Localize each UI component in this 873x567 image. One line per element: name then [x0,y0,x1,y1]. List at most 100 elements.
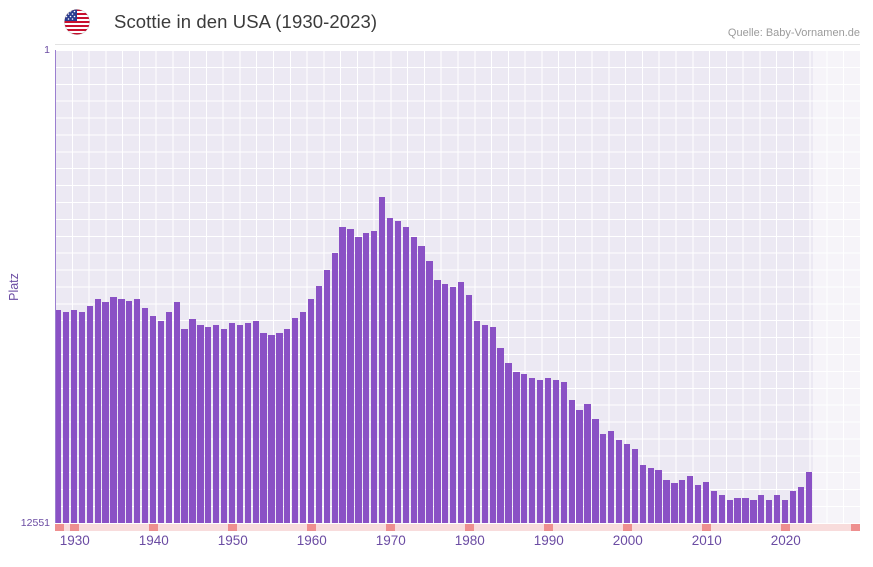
bar[interactable] [671,483,678,523]
bar[interactable] [473,321,481,523]
bar[interactable] [355,236,362,523]
bar[interactable] [710,490,718,523]
bar[interactable] [631,449,639,523]
bar[interactable] [292,317,299,523]
bar[interactable] [173,302,180,523]
bar[interactable] [205,326,212,523]
plot-area [55,50,860,523]
bar[interactable] [299,311,307,523]
bar[interactable] [141,308,149,523]
bar[interactable] [323,270,330,523]
bar[interactable] [465,294,473,523]
bar[interactable] [663,479,670,523]
bar[interactable] [213,325,220,523]
bar[interactable] [805,472,812,523]
bar[interactable] [197,325,204,523]
bar[interactable] [584,404,591,523]
bar[interactable] [647,468,654,523]
bar[interactable] [687,475,694,523]
bar[interactable] [797,487,804,523]
bar[interactable] [315,285,323,523]
bar[interactable] [331,253,338,523]
bar[interactable] [228,323,236,523]
bar[interactable] [489,326,496,523]
bar[interactable] [339,227,346,523]
bar[interactable] [497,347,504,523]
bar[interactable] [402,227,409,523]
bar[interactable] [718,494,725,523]
bar[interactable] [560,381,567,523]
bar[interactable] [513,372,520,523]
x-tick-mark [623,524,633,531]
bar[interactable] [505,362,512,523]
bar[interactable] [758,494,765,523]
bar[interactable] [371,230,378,523]
bar[interactable] [529,377,536,523]
bar[interactable] [252,321,259,523]
bar[interactable] [623,443,631,523]
bar[interactable] [126,300,133,523]
bar[interactable] [726,500,733,523]
bar[interactable] [750,500,757,523]
bar[interactable] [110,296,117,523]
bar[interactable] [442,283,449,523]
bar[interactable] [268,334,275,523]
x-tick-mark [851,524,860,531]
bar[interactable] [386,217,394,523]
bar[interactable] [600,434,607,523]
bar[interactable] [244,323,251,523]
bar[interactable] [544,377,552,523]
bar[interactable] [307,298,315,523]
bar[interactable] [410,236,417,523]
bar[interactable] [363,232,370,523]
bar[interactable] [165,311,172,523]
bar[interactable] [734,498,741,523]
bar[interactable] [552,379,560,523]
bar[interactable] [236,325,244,523]
bar[interactable] [62,311,70,523]
bar[interactable] [284,328,291,523]
bar[interactable] [181,328,188,523]
bar[interactable] [568,400,575,523]
bar[interactable] [118,298,125,523]
bar[interactable] [394,221,402,523]
bar[interactable] [157,321,165,523]
bar[interactable] [70,310,78,523]
bar[interactable] [78,311,86,523]
bar[interactable] [481,325,488,523]
bar[interactable] [276,332,283,523]
bar[interactable] [694,485,702,523]
bar[interactable] [521,374,528,523]
bar[interactable] [260,332,267,523]
bar[interactable] [434,279,441,523]
bar[interactable] [220,328,228,523]
bar[interactable] [149,315,157,523]
bar[interactable] [189,319,196,523]
bar[interactable] [457,281,465,523]
bar[interactable] [426,261,433,523]
bar[interactable] [347,229,354,523]
bar[interactable] [655,470,662,523]
bar[interactable] [781,500,789,523]
bar[interactable] [576,409,583,523]
bar[interactable] [608,430,615,523]
bar[interactable] [679,479,686,523]
bar[interactable] [766,500,773,523]
bar[interactable] [134,298,141,523]
bar[interactable] [615,440,623,523]
bar[interactable] [94,298,101,523]
x-tick-mark [386,524,396,531]
bar[interactable] [742,498,749,523]
bar[interactable] [86,306,93,523]
bar[interactable] [536,379,544,523]
bar[interactable] [450,287,457,523]
bar[interactable] [592,419,599,523]
bar[interactable] [789,490,797,523]
bar[interactable] [639,464,646,523]
bar[interactable] [418,245,425,523]
bar[interactable] [702,481,710,523]
bar[interactable] [102,302,109,523]
bar[interactable] [378,196,386,523]
bar[interactable] [55,310,62,523]
bar[interactable] [773,494,781,523]
